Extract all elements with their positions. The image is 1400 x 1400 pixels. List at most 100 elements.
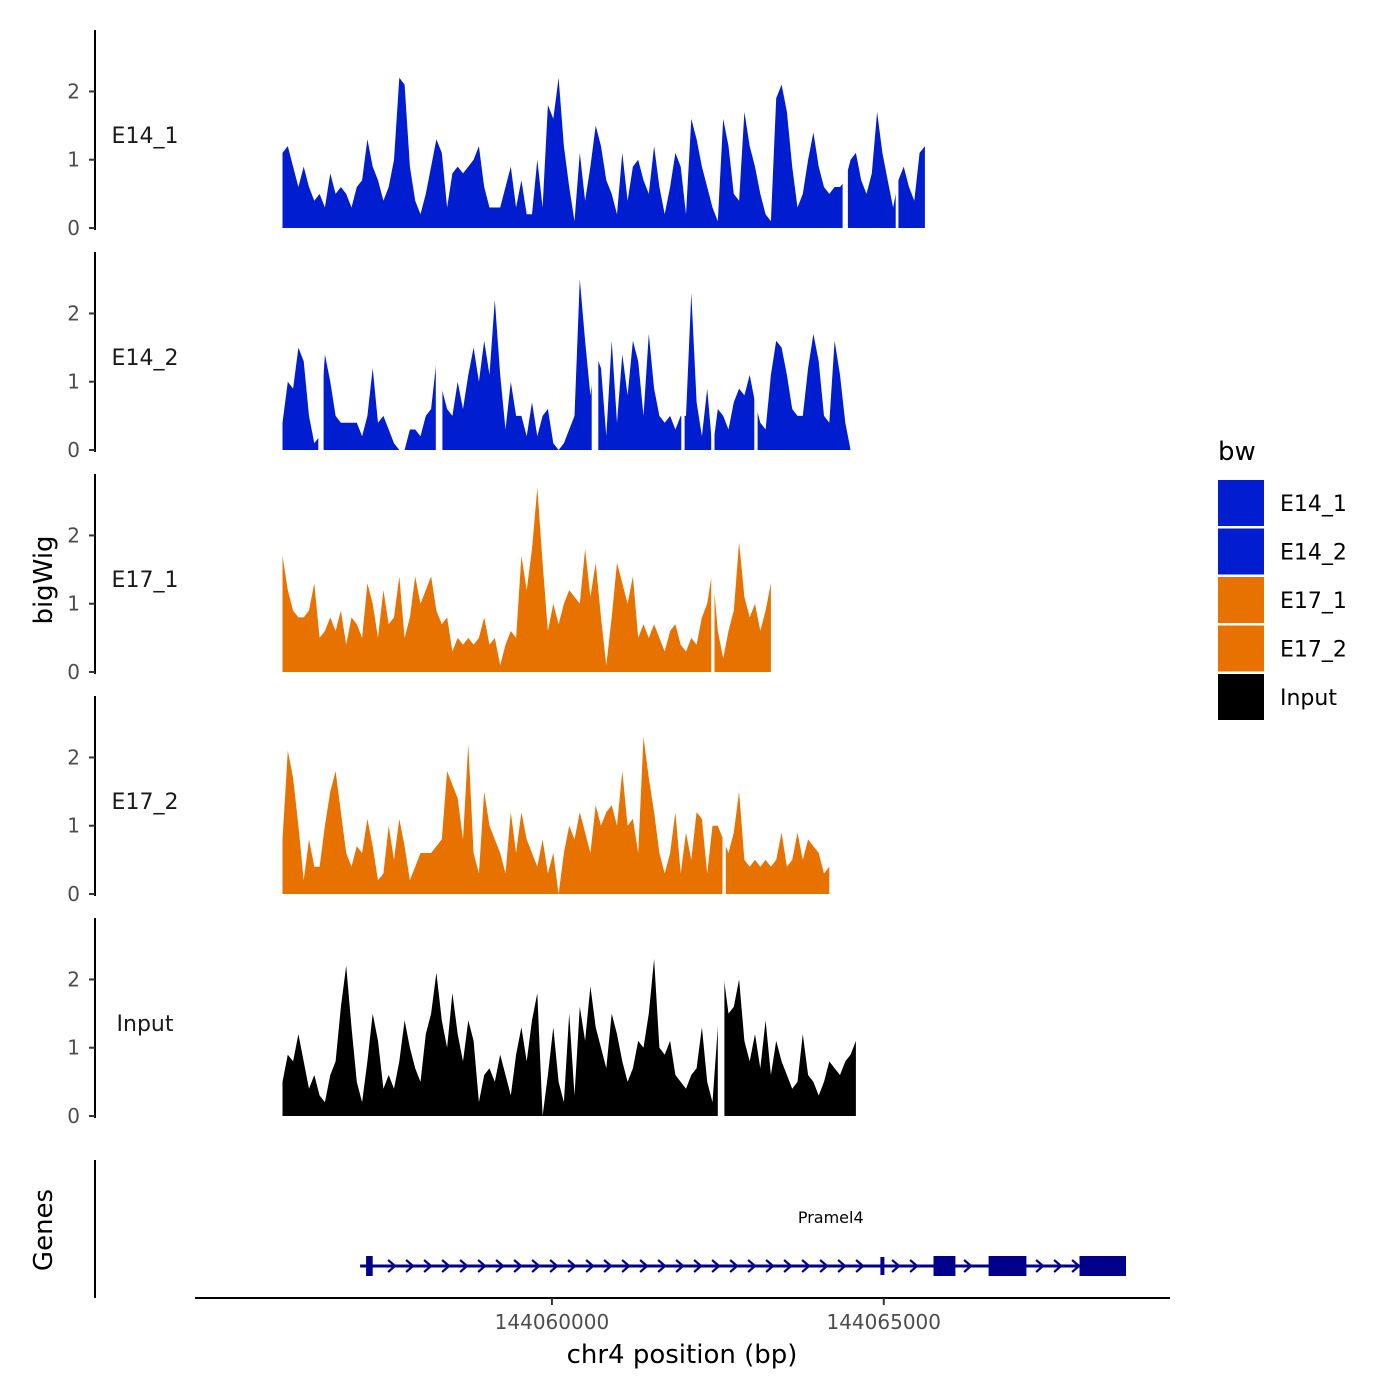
track-label: E14_1 <box>112 124 179 149</box>
strand-arrow <box>819 1259 829 1273</box>
strand-arrow <box>783 1259 793 1273</box>
strand-arrow <box>909 1259 919 1273</box>
y-tick-label: 1 <box>67 814 80 838</box>
strand-arrow <box>1035 1259 1045 1273</box>
strand-arrow <box>621 1259 631 1273</box>
legend-label: E14_2 <box>1280 541 1347 566</box>
strand-arrow <box>1053 1259 1063 1273</box>
y-tick-label: 1 <box>67 592 80 616</box>
coverage-gap <box>842 28 848 229</box>
coverage-gap <box>1007 28 1014 229</box>
coverage-area-E14_2 <box>282 279 851 450</box>
coverage-gap <box>976 250 982 451</box>
y-tick-label: 1 <box>67 1036 80 1060</box>
strand-arrow <box>693 1259 703 1273</box>
strand-arrow <box>675 1259 685 1273</box>
legend-label: E17_1 <box>1280 589 1347 614</box>
strand-arrow <box>855 1259 865 1273</box>
strand-arrow <box>405 1259 415 1273</box>
x-axis-title: chr4 position (bp) <box>567 1340 798 1370</box>
gene-exon <box>366 1256 373 1276</box>
coverage-gap <box>943 250 952 451</box>
strand-arrow <box>585 1259 595 1273</box>
coverage-gap <box>1045 694 1051 895</box>
strand-arrow <box>891 1259 901 1273</box>
legend-swatch <box>1218 625 1264 672</box>
track-label: E14_2 <box>112 346 179 371</box>
y-tick-label: 2 <box>67 967 80 991</box>
coverage-area-Input <box>282 959 856 1116</box>
legend-swatch <box>1218 674 1264 720</box>
x-axis: 144060000 144065000 <box>195 1297 1170 1334</box>
legend-item-Input: Input <box>1218 674 1337 720</box>
strand-arrow <box>639 1259 649 1273</box>
y-tick-label: 1 <box>67 148 80 172</box>
strand-arrow <box>603 1259 613 1273</box>
gene-exon <box>1079 1256 1126 1276</box>
strand-arrow <box>729 1259 739 1273</box>
track-E14_2: 0 1 2 E14_2 <box>67 250 982 462</box>
coverage-gap <box>722 694 726 895</box>
track-label: E17_2 <box>112 790 179 815</box>
strand-arrow <box>765 1259 775 1273</box>
strand-arrow <box>1071 1259 1081 1273</box>
x-tick-label: 144065000 <box>826 1310 941 1334</box>
y-tick-label: 2 <box>67 523 80 547</box>
coverage-gap <box>318 250 324 451</box>
track-E17_1: 0 1 2 E17_1 <box>67 472 771 684</box>
strand-arrow <box>513 1259 523 1273</box>
legend-item-E17_1: E17_1 <box>1218 577 1347 623</box>
legend: bw E14_1 E14_2 E17_1 E17_2 Input <box>1218 437 1347 720</box>
coverage-gap <box>591 250 599 451</box>
gene-name-label: Pramel4 <box>798 1208 864 1227</box>
y-axis-title-genes: Genes <box>29 1189 59 1271</box>
gene-exon <box>933 1256 956 1276</box>
y-tick-label: 0 <box>67 660 80 684</box>
legend-title: bw <box>1218 437 1256 467</box>
y-tick-label: 2 <box>67 745 80 769</box>
coverage-gap <box>711 472 715 673</box>
legend-item-E14_1: E14_1 <box>1218 480 1347 526</box>
strand-arrow <box>567 1259 577 1273</box>
y-tick-label: 0 <box>67 882 80 906</box>
strand-arrow <box>837 1259 847 1273</box>
strand-arrow <box>963 1259 973 1273</box>
coverage-gap <box>681 250 685 451</box>
strand-arrow <box>801 1259 811 1273</box>
gene-track: Pramel4 <box>94 1160 1126 1298</box>
track-E14_1: 0 1 2 E14_1 <box>67 28 1014 240</box>
strand-arrow <box>387 1259 397 1273</box>
coverage-gap <box>435 250 443 451</box>
strand-arrow <box>441 1259 451 1273</box>
coverage-tracks: 0 1 2 E14_1 0 1 2 E14_2 0 1 2 E17_1 0 1 2 E17_2 0 1 2 Input <box>67 28 1051 1128</box>
y-tick-label: 1 <box>67 370 80 394</box>
gene-exon <box>988 1256 1027 1276</box>
legend-label: E17_2 <box>1280 638 1347 663</box>
legend-label: Input <box>1280 686 1337 711</box>
coverage-gap <box>717 916 725 1117</box>
strand-arrow <box>747 1259 757 1273</box>
coverage-gap <box>754 250 758 451</box>
legend-swatch <box>1218 577 1264 623</box>
y-tick-label: 0 <box>67 216 80 240</box>
legend-label: E14_1 <box>1280 492 1347 517</box>
strand-arrow <box>459 1259 469 1273</box>
strand-arrow <box>531 1259 541 1273</box>
strand-arrow <box>477 1259 487 1273</box>
gene-exon <box>880 1257 885 1275</box>
track-E17_2: 0 1 2 E17_2 <box>67 694 1051 906</box>
y-tick-label: 2 <box>67 301 80 325</box>
coverage-gap <box>895 28 899 229</box>
legend-swatch <box>1218 480 1264 526</box>
coverage-area-E14_1 <box>282 77 925 228</box>
strand-arrow <box>495 1259 505 1273</box>
coverage-area-E17_1 <box>282 487 771 672</box>
legend-swatch <box>1218 528 1264 575</box>
track-label: E17_1 <box>112 568 179 593</box>
coverage-gap <box>711 250 715 451</box>
y-tick-label: 0 <box>67 438 80 462</box>
legend-item-E17_2: E17_2 <box>1218 625 1347 672</box>
strand-arrow <box>549 1259 559 1273</box>
strand-arrow <box>423 1259 433 1273</box>
